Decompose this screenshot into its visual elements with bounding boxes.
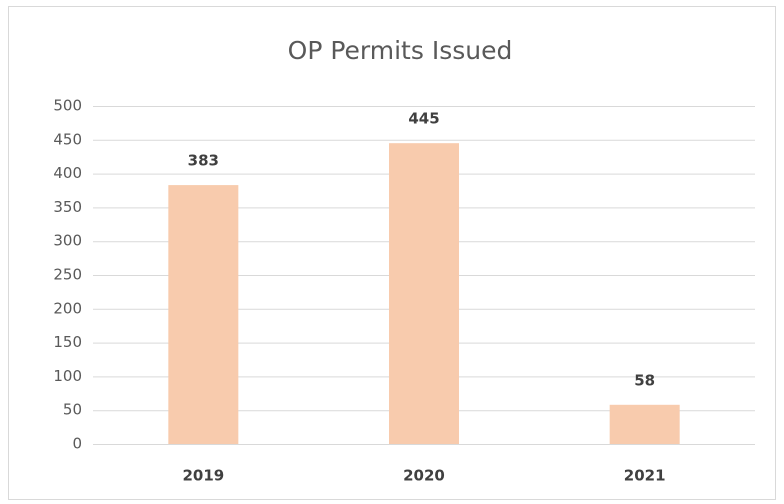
bar <box>389 143 459 444</box>
data-label: 383 <box>188 152 219 170</box>
y-tick-label: 450 <box>53 130 82 148</box>
chart-title: OP Permits Issued <box>288 36 513 65</box>
x-tick-label: 2021 <box>624 467 666 485</box>
data-label: 58 <box>634 371 655 389</box>
bar <box>168 185 239 445</box>
y-tick-label: 200 <box>53 299 82 317</box>
y-tick-label: 250 <box>53 266 82 284</box>
y-tick-label: 50 <box>63 401 82 419</box>
x-tick-label: 2019 <box>182 467 224 485</box>
bar <box>609 404 680 444</box>
y-tick-label: 150 <box>53 333 82 351</box>
y-tick-label: 300 <box>53 232 82 250</box>
y-tick-label: 100 <box>53 367 82 385</box>
y-tick-label: 0 <box>72 435 82 453</box>
y-tick-label: 350 <box>53 198 82 216</box>
x-tick-label: 2020 <box>403 467 445 485</box>
data-label: 445 <box>408 110 439 128</box>
y-tick-label: 500 <box>53 97 82 115</box>
y-tick-label: 400 <box>53 164 82 182</box>
